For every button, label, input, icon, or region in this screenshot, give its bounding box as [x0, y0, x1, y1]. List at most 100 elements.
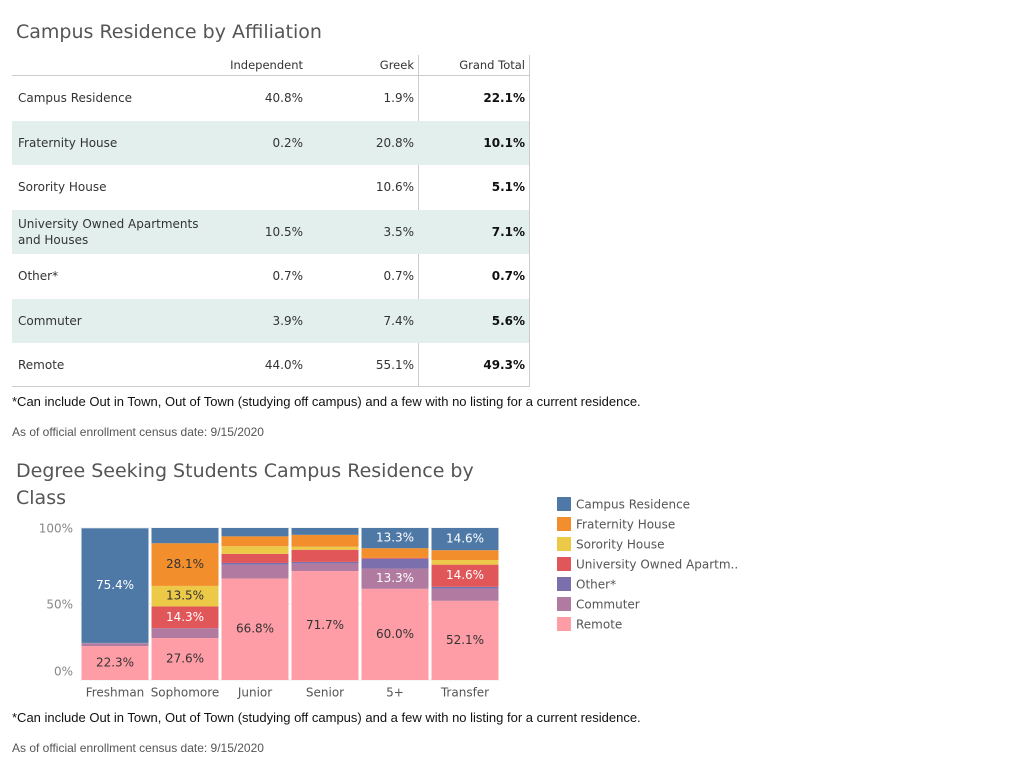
table-cell: 5.6%: [491, 313, 525, 328]
bar-segment: [291, 571, 359, 680]
table: Independent Greek Grand Total Campus Reside…: [12, 55, 530, 387]
bar-segment: [221, 562, 289, 565]
table-footnote: *Can include Out in Town, Out of Town (s…: [12, 394, 641, 409]
legend-swatch: [557, 517, 571, 531]
row-label: Sorority House: [18, 180, 107, 195]
data-label: 60.0%: [376, 627, 414, 641]
row-label: University Owned Apartments and Houses: [18, 216, 199, 247]
y-tick-label: 100%: [39, 522, 73, 536]
bar-segment: [151, 528, 219, 544]
data-label: 14.6%: [446, 568, 484, 582]
data-label: 66.8%: [236, 622, 274, 636]
data-label: 13.5%: [166, 589, 204, 603]
table-cell: 49.3%: [483, 358, 525, 373]
chart-title: Degree Seeking Students Campus Residence…: [16, 460, 474, 509]
bar-segment: [291, 549, 359, 562]
bar-segment: [221, 578, 289, 680]
data-label: 22.3%: [96, 656, 134, 670]
x-tick-label: Transfer: [440, 686, 489, 700]
legend-swatch: [557, 497, 571, 511]
bar-segment: [151, 606, 219, 629]
table-cell: 10.5%: [264, 224, 303, 239]
bar-segment: [361, 557, 429, 559]
bar-segment: [81, 528, 149, 643]
row-band: [12, 298, 529, 343]
bar-segment: [291, 561, 359, 564]
table-cell: 0.7%: [272, 269, 304, 284]
bar-segment: [361, 568, 429, 589]
table-cell: 3.5%: [383, 224, 415, 239]
data-label: 75.4%: [96, 578, 134, 592]
chart-date: As of official enrollment census date: 9…: [12, 741, 264, 755]
legend-label: University Owned Apartm..: [576, 558, 738, 572]
data-label: 52.1%: [446, 633, 484, 647]
data-label: 27.6%: [166, 652, 204, 666]
data-label: 14.3%: [166, 610, 204, 624]
table-cell: 1.9%: [383, 91, 415, 106]
legend-label: Commuter: [576, 598, 640, 612]
table-cell: 22.1%: [483, 91, 525, 106]
bar-segment: [151, 543, 219, 586]
legend-swatch: [557, 577, 571, 591]
bar-segment: [221, 553, 289, 563]
bar-segment: [361, 548, 429, 558]
row-band: [12, 209, 529, 254]
row-label: Campus Residence: [18, 91, 133, 106]
table-cell: 40.8%: [264, 91, 303, 106]
table-cell: 0.7%: [383, 269, 415, 284]
column-header: Grand Total: [459, 58, 525, 72]
bar-segment: [221, 546, 289, 554]
x-tick-label: Sophomore: [151, 686, 220, 700]
column-header: Independent: [230, 58, 303, 72]
data-label: 13.3%: [376, 531, 414, 545]
bar-segment: [431, 528, 499, 551]
bar-segment: [151, 585, 219, 607]
table-cell: 55.1%: [375, 358, 414, 373]
bar-segment: [291, 534, 359, 547]
bar-segment: [431, 564, 499, 587]
bar-segment: [291, 546, 359, 550]
legend-label: Other*: [576, 578, 616, 592]
bar-segment: [151, 638, 219, 680]
table-cell: 10.6%: [375, 180, 414, 195]
legend-swatch: [557, 537, 571, 551]
x-tick-label: Freshman: [86, 686, 145, 700]
table-cell: 7.1%: [491, 224, 525, 239]
x-tick-label: 5+: [386, 686, 404, 700]
bar-segment: [431, 588, 499, 601]
header-rule: [12, 75, 529, 76]
bar-segment: [431, 560, 499, 565]
row-label: Commuter: [18, 313, 82, 328]
table-title: Campus Residence by Affiliation: [16, 21, 322, 43]
table-cell: 20.8%: [375, 135, 414, 150]
bar-segment: [291, 563, 359, 572]
legend-label: Remote: [576, 618, 622, 632]
bar-segment: [81, 646, 149, 680]
table-cell: 3.9%: [272, 313, 304, 328]
bar-segment: [431, 550, 499, 561]
legend-swatch: [557, 617, 571, 631]
table-cell: 7.4%: [383, 313, 415, 328]
bar-segment: [151, 628, 219, 639]
bar-segment: [361, 528, 429, 549]
bar-segment: [221, 528, 289, 537]
bar-segment: [291, 528, 359, 535]
data-label: 71.7%: [306, 618, 344, 632]
chart-footnote: *Can include Out in Town, Out of Town (s…: [12, 710, 641, 725]
table-date: As of official enrollment census date: 9…: [12, 425, 264, 439]
x-tick-label: Junior: [237, 686, 272, 700]
bar-segment: [221, 536, 289, 547]
column-header: Greek: [379, 58, 414, 72]
data-label: 28.1%: [166, 557, 204, 571]
table-cell: 0.2%: [272, 135, 304, 150]
row-label: Remote: [18, 358, 65, 373]
bar-segment: [81, 643, 149, 644]
table-cell: 5.1%: [491, 180, 525, 195]
y-tick-label: 0%: [54, 665, 73, 679]
data-label: 13.3%: [376, 571, 414, 585]
table-cell: 10.1%: [483, 135, 525, 150]
row-label: Fraternity House: [18, 135, 118, 150]
legend-label: Fraternity House: [576, 518, 675, 532]
